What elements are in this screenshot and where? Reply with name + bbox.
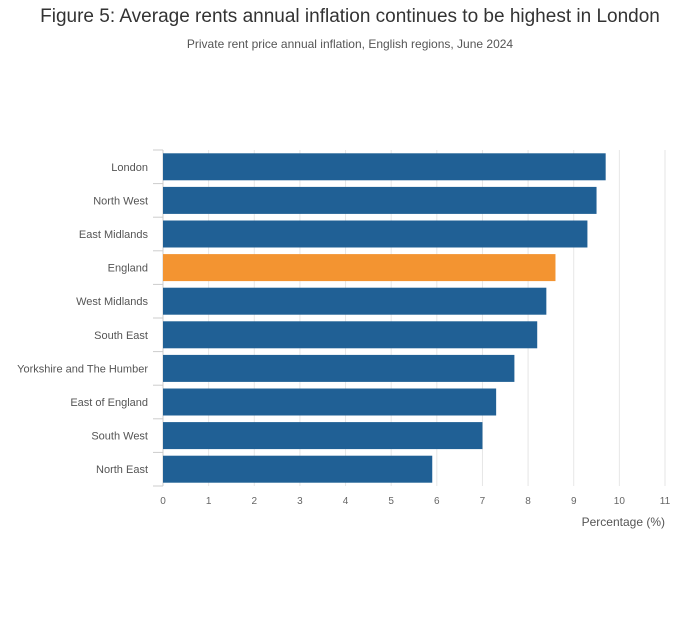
- bar-north-west: [163, 186, 597, 214]
- x-tick-label: 4: [343, 496, 349, 507]
- bar-south-west: [163, 422, 483, 450]
- x-tick-label: 11: [660, 496, 671, 507]
- category-label: Yorkshire and The Humber: [17, 363, 148, 375]
- x-tick-label: 0: [160, 496, 166, 507]
- x-tick-label: 10: [614, 496, 626, 507]
- x-tick-label: 9: [571, 496, 577, 507]
- x-tick-label: 1: [206, 496, 212, 507]
- category-label: North East: [96, 464, 148, 476]
- x-tick-label: 2: [251, 496, 257, 507]
- category-label: South East: [94, 330, 148, 342]
- x-tick-label: 8: [525, 496, 531, 507]
- bar-london: [163, 153, 606, 181]
- category-label: South West: [91, 431, 148, 443]
- bar-north-east: [163, 455, 433, 483]
- x-tick-label: 5: [388, 496, 394, 507]
- x-tick-label: 7: [480, 496, 486, 507]
- bar-east-of-england: [163, 388, 497, 416]
- x-tick-label: 3: [297, 496, 303, 507]
- x-tick-label: 6: [434, 496, 440, 507]
- category-label: East of England: [70, 397, 148, 409]
- bar-england: [163, 254, 556, 282]
- category-label: London: [111, 162, 148, 174]
- category-label: North West: [93, 195, 148, 207]
- category-label: England: [108, 263, 148, 275]
- category-label: East Midlands: [79, 229, 149, 241]
- bar-south-east: [163, 321, 538, 349]
- x-axis-title: Percentage (%): [582, 515, 665, 529]
- chart-subtitle: Private rent price annual inflation, Eng…: [186, 37, 514, 51]
- chart-title: Figure 5: Average rents annual inflation…: [40, 6, 660, 27]
- bar-east-midlands: [163, 220, 588, 248]
- bar-west-midlands: [163, 287, 547, 315]
- bar-yorkshire-and-the-humber: [163, 354, 515, 382]
- category-label: West Midlands: [76, 296, 148, 308]
